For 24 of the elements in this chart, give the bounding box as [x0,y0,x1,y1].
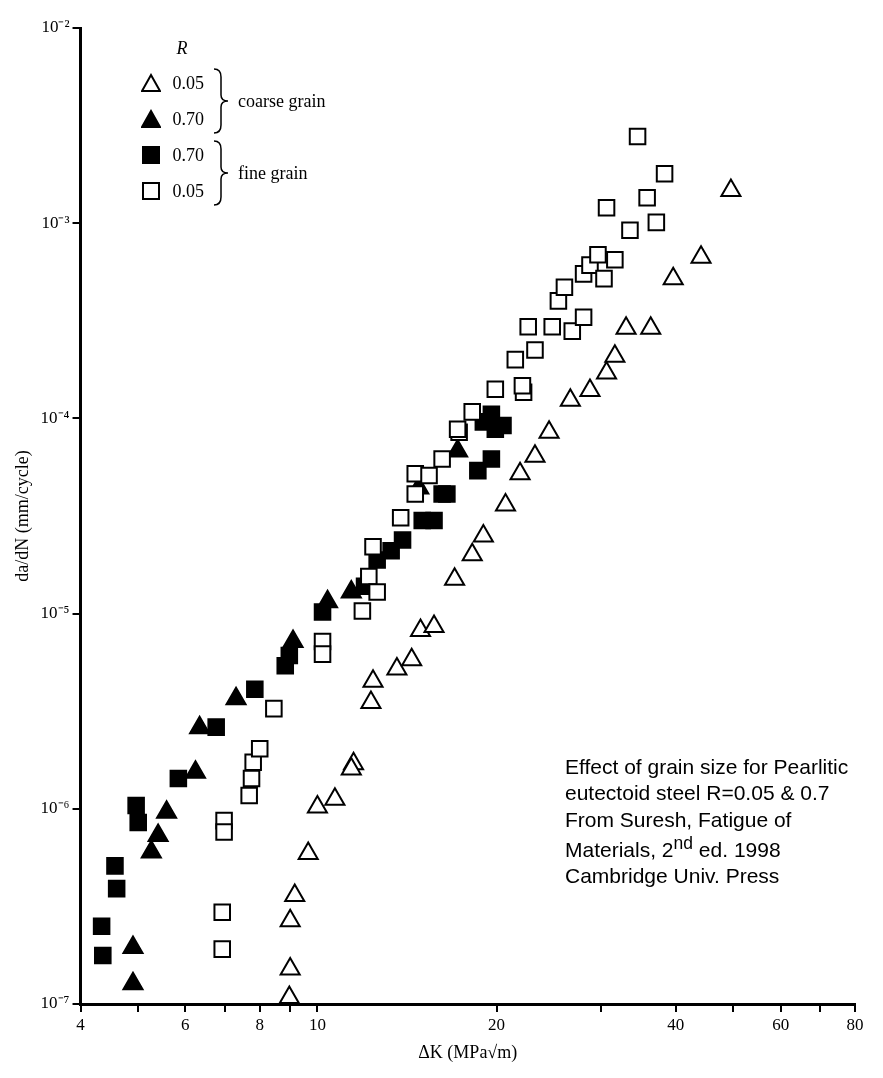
annotation: coarse grain [238,90,326,112]
y-axis-title: da/dN (mm/cycle) [11,450,33,582]
legend-label: 0.05 [172,72,205,94]
x-tick-label: 8 [255,1014,264,1034]
y-tick-label: 10⁻⁴ [40,407,70,427]
y-tick-label: 10⁻⁷ [40,993,70,1013]
x-tick-label: 4 [76,1014,86,1034]
legend-label: 0.05 [172,180,205,202]
x-tick-label: 6 [181,1014,190,1034]
x-tick-label: 40 [667,1014,685,1034]
legend-label: 0.70 [172,144,205,166]
x-axis-title: ΔK (MPa√m) [418,1041,518,1063]
y-tick-label: 10⁻² [41,17,70,37]
x-tick-label: 20 [488,1014,506,1034]
x-tick-label: 10 [308,1014,326,1034]
annotation: fine grain [238,162,308,184]
legend-label: 0.70 [172,108,205,130]
x-tick-label: 80 [846,1014,864,1034]
x-tick-label: 60 [772,1014,790,1034]
y-tick-label: 10⁻⁵ [40,603,70,623]
y-tick-label: 10⁻³ [41,212,70,232]
y-tick-label: 10⁻⁶ [40,798,70,818]
annotation: Effect of grain size for Pearlitic eutectoid steel R=0.05 & 0.7 From Suresh, Fatigue of Materials, 2$^{nd}$ ed. 1998 Cambridge Univ. Press [565,754,850,889]
legend-title: R [176,38,189,59]
